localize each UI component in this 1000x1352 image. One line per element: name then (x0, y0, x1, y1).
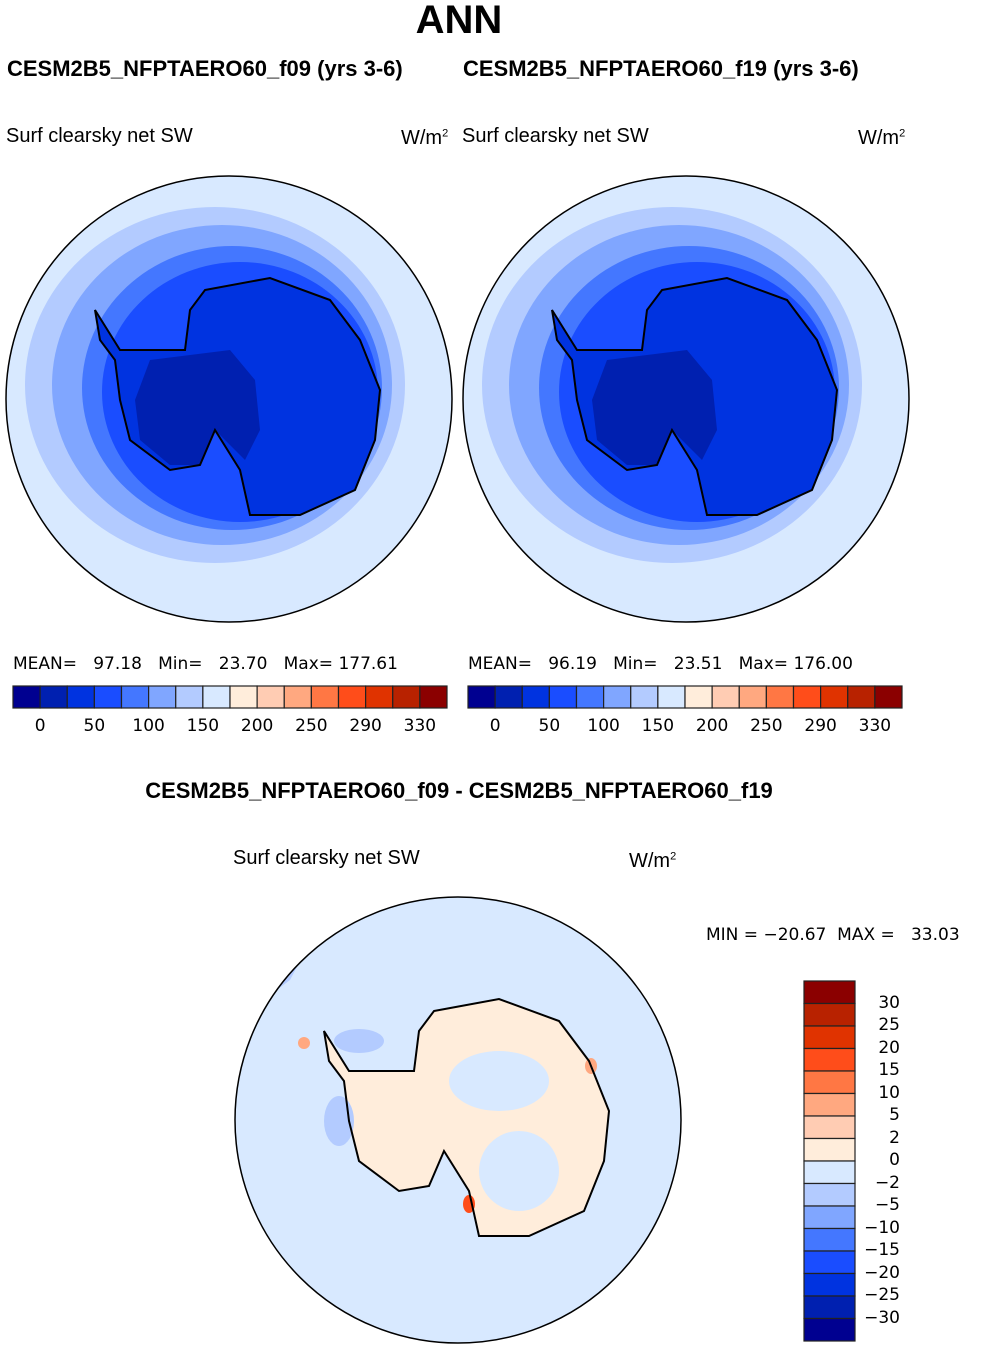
colorbar-box (684, 685, 713, 709)
colorbar-tick-label: 330 (858, 716, 892, 736)
diff-variable: Surf clearsky net SW (233, 847, 420, 869)
colorbar-box (392, 685, 421, 709)
map-diff (235, 897, 681, 1343)
colorbar-box (803, 1272, 856, 1297)
colorbar-box (803, 1160, 856, 1185)
colorbar-tick-label: −15 (864, 1240, 900, 1260)
colorbar-box (310, 685, 340, 709)
map-right (463, 176, 909, 622)
colorbar-tick-label: 200 (240, 716, 274, 736)
colorbar-box (521, 685, 550, 709)
colorbar-box (148, 685, 177, 709)
panel-right-stats: MEAN= 96.19 Min= 23.51 Max= 176.00 (468, 654, 853, 674)
diff-minmax: MIN = −20.67 MAX = 33.03 (706, 925, 960, 945)
colorbar-box (792, 685, 822, 709)
colorbar-tick-label: 50 (538, 716, 561, 736)
colorbar-diff (803, 980, 856, 1342)
colorbar-box (803, 980, 856, 1005)
colorbar-box (494, 685, 523, 709)
colorbar-box (803, 1295, 856, 1320)
panel-left-variable: Surf clearsky net SW (6, 125, 193, 147)
colorbar-box (467, 685, 496, 709)
colorbar-box (419, 685, 448, 709)
colorbar-tick-label: −2 (874, 1172, 900, 1193)
colorbar-box (803, 1115, 856, 1140)
colorbar-box (603, 685, 632, 709)
colorbar-box (820, 685, 849, 709)
colorbar-tick-label: 0 (489, 716, 501, 736)
panel-right-case-title: CESM2B5_NFPTAERO60_f19 (yrs 3-6) (463, 56, 859, 81)
colorbar-tick-label: −5 (874, 1195, 900, 1215)
colorbar-box (803, 1047, 856, 1072)
colorbar-box (202, 685, 231, 709)
colorbar-tick-label: 0 (889, 1150, 900, 1170)
colorbar-box (765, 685, 795, 709)
colorbar-box (630, 685, 659, 709)
colorbar-tick-label: 290 (804, 716, 837, 736)
panel-right-variable: Surf clearsky net SW (462, 125, 649, 147)
colorbar-box (803, 1317, 856, 1342)
panel-left-units: W/m2 (401, 127, 449, 149)
colorbar-tick-label: 250 (750, 716, 783, 736)
colorbar-tick-label: 250 (295, 716, 328, 736)
map-left (6, 176, 452, 622)
colorbar-box (93, 685, 123, 709)
colorbar-left (12, 685, 448, 709)
panel-right-units: W/m2 (858, 127, 906, 149)
colorbar-box (548, 685, 578, 709)
colorbar-tick-label: 150 (186, 716, 220, 736)
colorbar-box (874, 685, 903, 709)
colorbar-tick-label: 200 (695, 716, 729, 736)
diff-units: W/m2 (629, 850, 677, 872)
colorbar-tick-label: 30 (878, 992, 900, 1013)
colorbar-box (803, 1227, 856, 1252)
colorbar-tick-label: −10 (864, 1217, 900, 1238)
colorbar-box (365, 685, 394, 709)
colorbar-tick-label: −20 (864, 1262, 900, 1283)
colorbar-box (803, 1182, 856, 1207)
colorbar-tick-label: 100 (587, 716, 620, 736)
colorbar-box (256, 685, 285, 709)
colorbar-box (575, 685, 605, 709)
colorbar-tick-label: 5 (889, 1105, 900, 1125)
panel-left-stats: MEAN= 97.18 Min= 23.70 Max= 177.61 (13, 654, 398, 674)
colorbar-tick-label: 50 (83, 716, 106, 736)
colorbar-tick-label: 25 (878, 1015, 900, 1035)
colorbar-box (803, 1025, 856, 1050)
diff-title: CESM2B5_NFPTAERO60_f09 - CESM2B5_NFPTAER… (145, 778, 773, 803)
colorbar-box (175, 685, 204, 709)
colorbar-tick-label: 10 (878, 1082, 900, 1103)
colorbar-tick-label: 150 (641, 716, 675, 736)
colorbar-box (803, 1250, 856, 1275)
colorbar-tick-label: −30 (864, 1307, 900, 1328)
colorbar-box (657, 685, 686, 709)
colorbar-box (12, 685, 41, 709)
colorbar-box (229, 685, 258, 709)
colorbar-box (803, 1002, 856, 1027)
colorbar-tick-label: 100 (132, 716, 165, 736)
colorbar-tick-label: 330 (403, 716, 437, 736)
colorbar-tick-label: 2 (889, 1127, 900, 1148)
colorbar-box (803, 1070, 856, 1095)
colorbar-box (803, 1092, 856, 1117)
colorbar-tick-label: 290 (349, 716, 382, 736)
colorbar-box (120, 685, 150, 709)
colorbar-tick-label: 0 (34, 716, 46, 736)
colorbar-box (803, 1137, 856, 1162)
colorbar-tick-label: 15 (878, 1060, 900, 1080)
colorbar-box (803, 1205, 856, 1230)
colorbar-box (847, 685, 876, 709)
colorbar-box (66, 685, 95, 709)
colorbar-box (39, 685, 68, 709)
colorbar-right (467, 685, 903, 709)
colorbar-box (738, 685, 767, 709)
page-title: ANN (415, 0, 503, 42)
colorbar-box (283, 685, 312, 709)
colorbar-tick-label: 20 (878, 1037, 900, 1058)
panel-left-case-title: CESM2B5_NFPTAERO60_f09 (yrs 3-6) (7, 56, 403, 81)
colorbar-box (711, 685, 740, 709)
colorbar-tick-label: −25 (864, 1285, 900, 1305)
colorbar-box (337, 685, 367, 709)
